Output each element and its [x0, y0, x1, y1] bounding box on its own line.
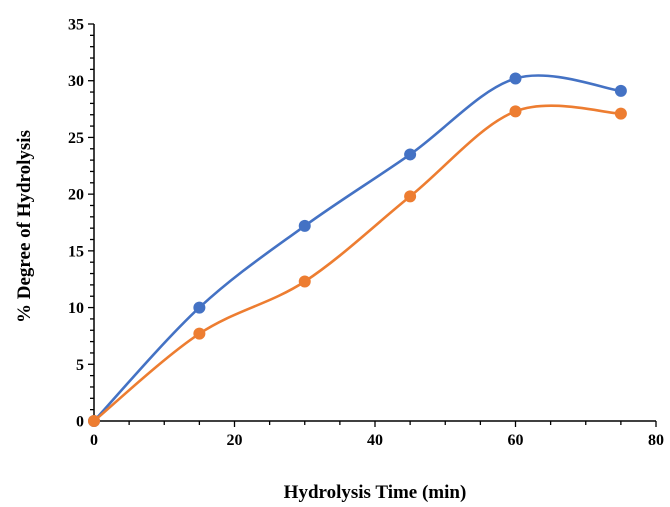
y-tick-label: 15 [68, 243, 84, 260]
ticks: 0 20 40 60 80 0 5 10 15 20 25 30 35 [68, 17, 664, 450]
series-1-point [404, 148, 417, 161]
y-tick-label: 25 [68, 130, 84, 147]
y-axis-title: % Degree of Hydrolysis [14, 130, 35, 323]
y-tick-label: 10 [68, 300, 84, 317]
series-2-point [298, 275, 311, 288]
series-1-point [509, 72, 522, 85]
series-2 [88, 104, 627, 427]
y-tick-label: 0 [76, 414, 84, 431]
x-tick-label: 0 [90, 432, 98, 449]
y-tick-label: 30 [68, 73, 84, 90]
series-2-point [193, 327, 206, 340]
series-1-point [614, 84, 627, 97]
series-2-point [614, 107, 627, 120]
y-tick-label: 35 [68, 17, 84, 34]
x-tick-label: 40 [367, 432, 383, 449]
series-2-point [88, 415, 100, 427]
series-2-line [92, 104, 623, 423]
series-2-point [509, 105, 522, 118]
y-tick-label: 20 [68, 187, 84, 204]
x-axis-title: Hydrolysis Time (min) [284, 482, 467, 503]
series-2-point [404, 190, 417, 203]
x-tick-label: 80 [648, 432, 664, 449]
series-1-point [193, 301, 206, 314]
series [88, 72, 627, 427]
y-tick-label: 5 [76, 357, 84, 374]
axes [93, 24, 656, 422]
x-tick-label: 20 [227, 432, 243, 449]
series-1-line [92, 74, 623, 423]
x-tick-label: 60 [508, 432, 524, 449]
series-1 [88, 72, 627, 427]
series-1-point [298, 219, 311, 232]
